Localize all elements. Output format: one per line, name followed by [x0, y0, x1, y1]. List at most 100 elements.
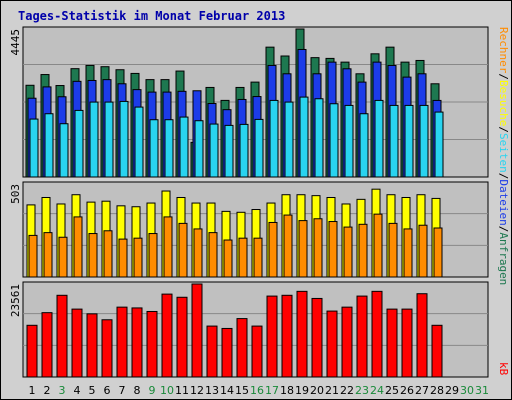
- bar-seiten-day-18: [284, 101, 294, 178]
- x-tick-label-day-13: 13: [205, 384, 219, 397]
- bar-kb-day-11: [176, 296, 188, 378]
- bar-rechner-day-20: [313, 218, 323, 278]
- bar-seiten-day-6: [104, 101, 114, 178]
- bar-kb-day-17: [266, 295, 278, 378]
- x-tick-label-day-3: 3: [59, 384, 66, 397]
- chart-title: Tages-Statistik im Monat Februar 2013: [18, 9, 286, 23]
- bar-kb-day-16: [251, 325, 263, 378]
- legend-top-series: Rechner/Besuche/Seiten/Dateien/Anfragen: [497, 27, 510, 285]
- x-tick-label-day-19: 19: [295, 384, 309, 397]
- x-tick-label-day-16: 16: [250, 384, 264, 397]
- bar-rechner-day-14: [223, 239, 233, 278]
- x-tick-label-day-5: 5: [89, 384, 96, 397]
- y-max-label-bottom: 23561: [9, 284, 22, 317]
- bar-seiten-day-13: [209, 123, 219, 178]
- bar-kb-day-28: [431, 324, 443, 378]
- x-tick-label-day-7: 7: [119, 384, 126, 397]
- bar-rechner-day-8: [133, 237, 143, 278]
- bar-kb-day-15: [236, 318, 248, 378]
- bar-seiten-day-21: [329, 103, 339, 178]
- bar-seiten-day-16: [254, 118, 264, 178]
- bar-seiten-day-9: [149, 119, 159, 178]
- bar-rechner-day-17: [268, 221, 278, 278]
- bar-seiten-day-24: [374, 99, 384, 178]
- x-tick-label-day-27: 27: [415, 384, 429, 397]
- bar-rechner-day-4: [73, 216, 83, 278]
- x-tick-label-day-9: 9: [149, 384, 156, 397]
- bar-rechner-day-1: [28, 234, 38, 278]
- legend-separator: /: [497, 173, 510, 180]
- bar-kb-day-9: [146, 310, 158, 378]
- bar-seiten-day-19: [299, 96, 309, 178]
- bar-kb-day-2: [41, 312, 53, 378]
- bar-rechner-day-13: [208, 232, 218, 278]
- x-tick-label-day-17: 17: [265, 384, 279, 397]
- bar-kb-day-19: [296, 290, 308, 378]
- bar-rechner-day-11: [178, 222, 188, 278]
- x-tick-label-day-10: 10: [160, 384, 174, 397]
- bar-seiten-day-27: [419, 104, 429, 178]
- legend-separator: /: [497, 226, 510, 233]
- bar-seiten-day-8: [134, 106, 144, 178]
- bar-seiten-day-5: [89, 101, 99, 178]
- bar-rechner-day-21: [328, 221, 338, 278]
- y-max-label-middle: 503: [9, 184, 22, 204]
- bar-rechner-day-19: [298, 220, 308, 278]
- bar-seiten-day-3: [59, 123, 69, 178]
- bar-seiten-day-1: [29, 118, 39, 178]
- x-tick-label-day-25: 25: [385, 384, 399, 397]
- bar-seiten-day-22: [344, 104, 354, 178]
- bar-kb-day-24: [371, 290, 383, 378]
- x-tick-label-day-24: 24: [370, 384, 384, 397]
- bar-kb-day-3: [56, 294, 68, 378]
- bar-rechner-day-7: [118, 238, 128, 278]
- legend-kb: kB: [497, 362, 510, 376]
- bar-rechner-day-15: [238, 237, 248, 278]
- bar-rechner-day-10: [163, 216, 173, 278]
- bar-seiten-day-25: [389, 104, 399, 178]
- bar-kb-day-10: [161, 293, 173, 378]
- x-tick-label-day-14: 14: [220, 384, 234, 397]
- bar-kb-day-18: [281, 294, 293, 378]
- bar-rechner-day-26: [403, 228, 413, 278]
- x-tick-label-day-29: 29: [445, 384, 459, 397]
- bar-rechner-day-5: [88, 233, 98, 278]
- bar-kb-day-1: [26, 324, 38, 378]
- x-tick-label-day-31: 31: [475, 384, 489, 397]
- bar-seiten-day-20: [314, 98, 324, 178]
- x-tick-label-day-11: 11: [175, 384, 189, 397]
- bar-rechner-day-12: [193, 228, 203, 278]
- bar-kb-day-12: [191, 283, 203, 378]
- legend-item-seiten: Seiten: [497, 133, 510, 173]
- bar-seiten-day-26: [404, 104, 414, 178]
- bar-rechner-day-6: [103, 230, 113, 278]
- bar-kb-day-20: [311, 297, 323, 378]
- x-tick-label-day-26: 26: [400, 384, 414, 397]
- bar-seiten-day-4: [74, 109, 84, 178]
- bar-seiten-day-7: [119, 100, 129, 178]
- legend-item-dateien: Dateien: [497, 179, 510, 225]
- bar-rechner-day-9: [148, 233, 158, 278]
- x-tick-label-day-4: 4: [74, 384, 81, 397]
- bar-kb-day-27: [416, 293, 428, 378]
- bar-rechner-day-24: [373, 213, 383, 278]
- legend-item-anfragen: Anfragen: [497, 232, 510, 285]
- bar-kb-day-7: [116, 306, 128, 378]
- bar-seiten-day-2: [44, 113, 54, 178]
- legend-item-rechner: Rechner: [497, 27, 510, 74]
- bar-kb-day-26: [401, 308, 413, 378]
- x-tick-label-day-20: 20: [310, 384, 324, 397]
- legend-separator: /: [497, 73, 510, 80]
- bar-seiten-day-10: [164, 119, 174, 178]
- x-tick-label-day-2: 2: [44, 384, 51, 397]
- bar-seiten-day-11: [179, 116, 189, 178]
- bar-kb-day-13: [206, 325, 218, 378]
- bar-rechner-day-27: [418, 224, 428, 278]
- bar-rechner-day-16: [253, 237, 263, 278]
- bar-rechner-day-28: [433, 227, 443, 278]
- x-tick-label-day-8: 8: [134, 384, 141, 397]
- bar-rechner-day-18: [283, 214, 293, 278]
- bar-seiten-day-15: [239, 123, 249, 178]
- bar-kb-day-23: [356, 295, 368, 378]
